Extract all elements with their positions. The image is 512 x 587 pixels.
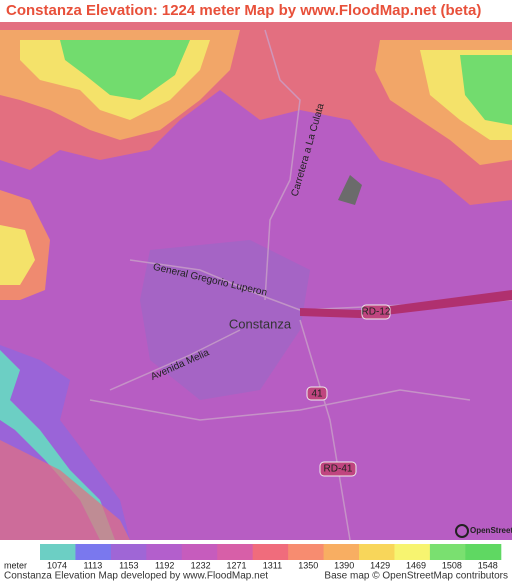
terrain-peak <box>460 55 512 125</box>
terrain-ridge <box>0 225 35 285</box>
legend-tick-label: 1311 <box>263 560 282 570</box>
legend-tick-label: 1153 <box>119 560 138 570</box>
footer-left: Constanza Elevation Map developed by www… <box>4 571 268 582</box>
legend-swatch <box>429 544 466 560</box>
legend-tick-label: 1429 <box>370 560 390 570</box>
legend-swatch <box>323 544 360 560</box>
legend-swatch <box>394 544 431 560</box>
legend-swatch <box>359 544 395 560</box>
map: Carretera a La Culata General Gregorio L… <box>0 22 512 541</box>
legend-swatch <box>181 544 218 560</box>
legend-tick-label: 1113 <box>84 560 103 570</box>
road-shield-label: RD-41 <box>324 464 353 475</box>
legend-tick-label: 1350 <box>298 560 318 570</box>
footer-right: Base map © OpenStreetMap contributors <box>324 571 508 582</box>
town-area <box>140 240 310 400</box>
legend-swatch <box>288 544 325 560</box>
legend-tick-label: 1548 <box>478 560 498 570</box>
shield <box>306 386 328 401</box>
legend-tick-label: 1192 <box>155 560 174 570</box>
road-shield-label: RD-12 <box>362 307 391 318</box>
legend-tick-label: 1074 <box>47 560 67 570</box>
terrain-high <box>0 440 130 540</box>
legend-tick-label: 1232 <box>191 560 211 570</box>
legend-tick-label: 1271 <box>226 560 246 570</box>
legend-swatch <box>252 544 289 560</box>
highway <box>300 290 512 318</box>
legend-swatch <box>40 544 76 560</box>
legend-swatch <box>465 544 502 560</box>
osm-logo <box>455 524 469 538</box>
legend-swatch <box>75 544 112 560</box>
shield <box>361 304 391 320</box>
shield <box>319 461 357 477</box>
legend-unit: meter <box>4 560 27 570</box>
legend-swatch <box>146 544 183 560</box>
landmark <box>338 175 362 205</box>
road-shield-label: 41 <box>311 389 323 400</box>
legend: 1074 1113 1153 1192 1232 1271 1311 1350 1390 1429… <box>40 544 502 570</box>
legend-tick-label: 1469 <box>406 560 426 570</box>
roads <box>89 29 512 541</box>
legend-tick-label: 1390 <box>334 560 354 570</box>
title: Constanza Elevation: 1224 meter Map by w… <box>6 2 481 19</box>
town-label: Constanza <box>229 316 292 331</box>
terrain-peak <box>60 40 190 100</box>
legend-swatch <box>217 544 254 560</box>
osm-logo-text: OpenStreetMap <box>470 526 512 535</box>
legend-tick-label: 1508 <box>442 560 462 570</box>
legend-swatch <box>110 544 147 560</box>
